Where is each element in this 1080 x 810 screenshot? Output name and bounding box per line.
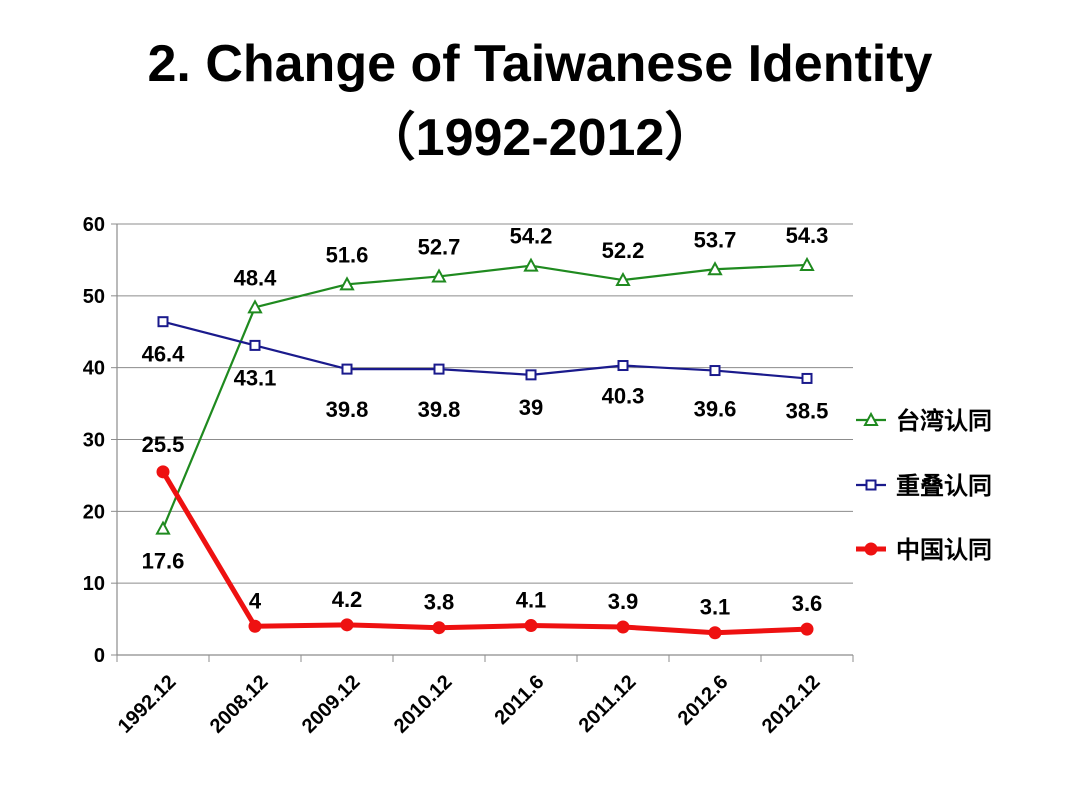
data-point (341, 363, 353, 375)
y-tick-label: 0 (94, 645, 105, 667)
data-point (709, 365, 721, 377)
data-label: 39.8 (418, 397, 461, 422)
y-tick-label: 60 (83, 214, 105, 236)
data-point (615, 271, 631, 287)
data-point (248, 619, 262, 633)
data-point (339, 276, 355, 291)
data-point (431, 268, 447, 283)
data-point (801, 372, 813, 384)
series-line (162, 320, 808, 380)
data-point (432, 621, 446, 635)
legend-marker (863, 411, 879, 426)
legend-label: 重叠认同 (896, 473, 992, 500)
x-tick-label: 2011.12 (575, 671, 641, 737)
x-tick-label: 2012.6 (674, 671, 733, 730)
data-label: 52.7 (418, 234, 461, 259)
data-point (249, 339, 261, 351)
y-tick-label: 50 (83, 286, 105, 308)
data-label: 4.2 (332, 587, 363, 612)
data-label: 3.9 (608, 589, 639, 614)
slide-subtitle: （1992-2012） (363, 109, 717, 167)
data-label: 48.4 (234, 265, 278, 290)
data-label: 51.6 (326, 242, 369, 267)
data-label: 39.8 (326, 397, 369, 422)
data-label: 53.7 (694, 227, 737, 252)
data-point (157, 316, 169, 328)
x-tick-label: 2008.12 (206, 671, 273, 738)
data-point (708, 626, 722, 640)
data-label: 3.1 (700, 595, 731, 620)
data-label: 3.8 (424, 590, 455, 615)
data-label: 39 (519, 395, 543, 420)
data-point (524, 619, 538, 633)
data-point (523, 257, 539, 272)
data-point (433, 363, 445, 375)
data-point (799, 256, 815, 271)
data-label: 54.3 (786, 223, 829, 248)
y-tick-label: 10 (83, 573, 105, 595)
data-label: 25.5 (142, 432, 185, 457)
y-tick-label: 20 (83, 501, 105, 523)
legend-label: 台湾认同 (896, 407, 992, 435)
data-label: 39.6 (694, 397, 737, 422)
data-label: 52.2 (602, 238, 645, 263)
y-tick-label: 40 (83, 358, 105, 380)
x-tick-label: 1992.12 (114, 671, 181, 738)
legend-marker (865, 479, 877, 491)
data-label: 46.4 (142, 342, 186, 367)
data-point (247, 299, 263, 314)
slide-title: 2. Change of Taiwanese Identity (147, 35, 933, 93)
data-label: 4.1 (516, 588, 547, 613)
data-point (616, 620, 630, 634)
data-label: 3.6 (792, 591, 823, 616)
series-line (160, 470, 808, 636)
data-label: 4 (249, 588, 262, 613)
legend-label: 中国认同 (896, 537, 992, 564)
legend-marker (864, 542, 878, 556)
series-line (161, 263, 808, 529)
data-point (156, 465, 170, 479)
x-tick-label: 2011.6 (490, 671, 548, 729)
data-point (525, 369, 537, 381)
data-label: 43.1 (234, 365, 277, 390)
data-label: 40.3 (602, 384, 645, 409)
x-tick-label: 2010.12 (390, 671, 457, 738)
data-label: 38.5 (786, 398, 829, 423)
data-label: 54.2 (510, 224, 553, 249)
data-label: 17.6 (142, 549, 185, 574)
data-point (155, 520, 171, 535)
data-point (707, 261, 723, 276)
data-point (340, 618, 354, 632)
x-tick-label: 2012.12 (758, 671, 825, 738)
x-tick-label: 2009.12 (298, 671, 365, 738)
data-point (800, 622, 814, 636)
data-point (617, 360, 629, 372)
y-tick-label: 30 (83, 430, 105, 452)
